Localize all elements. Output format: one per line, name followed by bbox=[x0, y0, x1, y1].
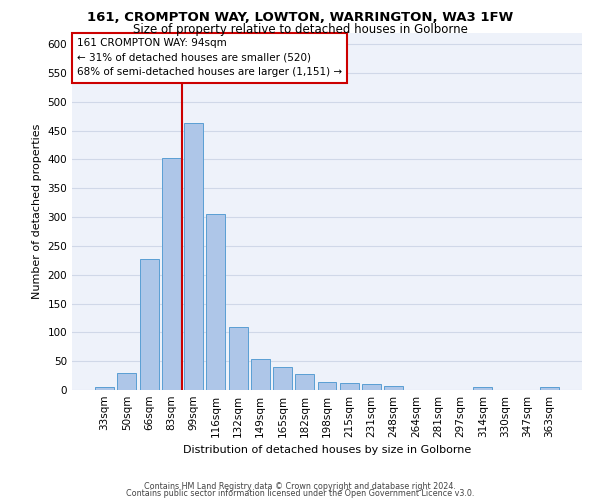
Bar bbox=[118, 372, 136, 390]
Bar bbox=[206, 214, 225, 390]
Bar bbox=[140, 258, 158, 390]
Bar bbox=[273, 367, 292, 390]
Bar bbox=[362, 384, 381, 390]
Bar bbox=[340, 383, 359, 390]
Bar bbox=[251, 360, 270, 390]
Text: 161 CROMPTON WAY: 94sqm
← 31% of detached houses are smaller (520)
68% of semi-d: 161 CROMPTON WAY: 94sqm ← 31% of detache… bbox=[77, 38, 342, 78]
Y-axis label: Number of detached properties: Number of detached properties bbox=[32, 124, 42, 299]
X-axis label: Distribution of detached houses by size in Golborne: Distribution of detached houses by size … bbox=[183, 446, 471, 456]
Text: 161, CROMPTON WAY, LOWTON, WARRINGTON, WA3 1FW: 161, CROMPTON WAY, LOWTON, WARRINGTON, W… bbox=[87, 11, 513, 24]
Bar bbox=[473, 387, 492, 390]
Bar bbox=[384, 386, 403, 390]
Text: Contains public sector information licensed under the Open Government Licence v3: Contains public sector information licen… bbox=[126, 490, 474, 498]
Bar bbox=[184, 123, 203, 390]
Bar bbox=[540, 387, 559, 390]
Bar bbox=[295, 374, 314, 390]
Bar bbox=[317, 382, 337, 390]
Text: Size of property relative to detached houses in Golborne: Size of property relative to detached ho… bbox=[133, 22, 467, 36]
Bar bbox=[95, 386, 114, 390]
Text: Contains HM Land Registry data © Crown copyright and database right 2024.: Contains HM Land Registry data © Crown c… bbox=[144, 482, 456, 491]
Bar bbox=[162, 158, 181, 390]
Bar bbox=[229, 326, 248, 390]
